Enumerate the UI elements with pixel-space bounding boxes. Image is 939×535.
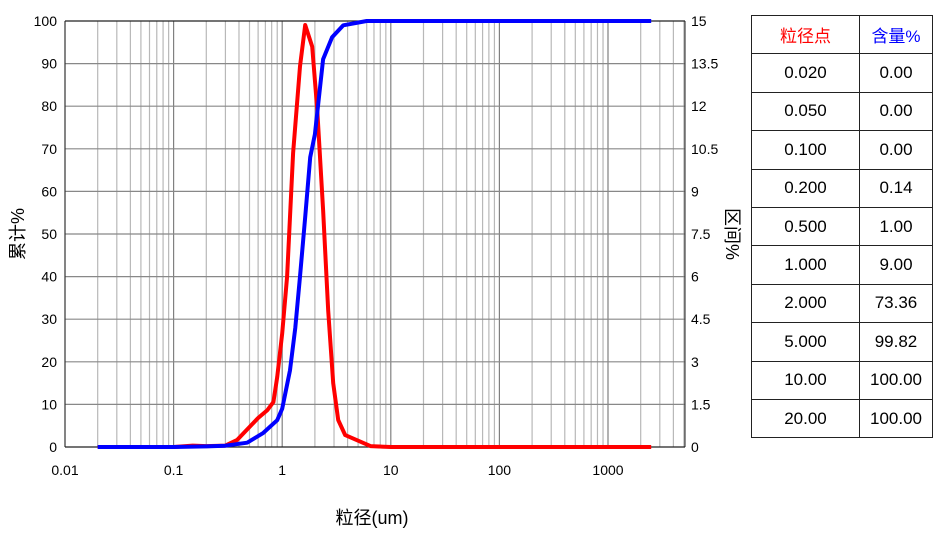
table-header: 粒径点 含量% — [751, 14, 933, 55]
size-cell: 20.00 — [751, 398, 860, 439]
y2-tick-label: 10.5 — [691, 141, 718, 157]
size-cell: 0.500 — [751, 206, 860, 247]
cumulative-series-line — [97, 19, 652, 449]
y-tick-label: 40 — [41, 269, 57, 285]
size-cell: 0.100 — [751, 130, 860, 170]
size-cell: 10.00 — [751, 360, 860, 400]
header-content: 含量% — [859, 14, 933, 55]
y-tick-label: 90 — [41, 56, 57, 72]
content-cell: 100.00 — [859, 398, 933, 439]
x-axis-label: 粒径(um) — [336, 508, 409, 528]
y-tick-label: 0 — [49, 439, 57, 455]
y-tick-label: 10 — [41, 396, 57, 412]
x-tick-label: 0.01 — [51, 462, 78, 478]
content-cell: 9.00 — [859, 245, 933, 285]
content-cell: 0.00 — [859, 130, 933, 170]
table-row: 0.050 0.00 — [751, 91, 933, 132]
y-tick-label: 100 — [34, 13, 58, 29]
content-cell: 99.82 — [859, 322, 933, 362]
y2-tick-label: 6 — [691, 269, 699, 285]
y-tick-label: 30 — [41, 311, 57, 327]
table-row: 0.020 0.00 — [751, 53, 933, 93]
y2-axis-label: 区间% — [722, 208, 742, 260]
y2-tick-label: 13.5 — [691, 56, 718, 72]
particle-size-chart: 010203040506070809010001.534.567.5910.51… — [8, 13, 742, 528]
y-tick-label: 80 — [41, 98, 57, 114]
y2-tick-label: 7.5 — [691, 226, 711, 242]
content-cell: 0.14 — [859, 168, 933, 208]
y-tick-label: 70 — [41, 141, 57, 157]
header-size: 粒径点 — [751, 14, 860, 55]
size-cell: 5.000 — [751, 322, 860, 362]
y-tick-label: 50 — [41, 226, 57, 242]
size-cell: 0.200 — [751, 168, 860, 208]
y2-tick-label: 9 — [691, 183, 699, 199]
table-row: 2.000 73.36 — [751, 283, 933, 324]
y2-tick-label: 15 — [691, 13, 707, 29]
content-cell: 0.00 — [859, 91, 933, 132]
y-axis-label: 累计% — [8, 208, 28, 260]
y-tick-label: 60 — [41, 183, 57, 199]
x-tick-label: 100 — [488, 462, 512, 478]
content-cell: 0.00 — [859, 53, 933, 93]
size-distribution-table: 粒径点 含量% 0.020 0.00 0.050 0.00 0.100 0.00 0.200… — [751, 14, 933, 439]
y2-tick-label: 4.5 — [691, 311, 711, 327]
size-cell: 2.000 — [751, 283, 860, 324]
table-row: 0.200 0.14 — [751, 168, 933, 208]
x-tick-label: 10 — [383, 462, 399, 478]
table-row: 1.000 9.00 — [751, 245, 933, 285]
y-tick-label: 20 — [41, 354, 57, 370]
table-row: 0.100 0.00 — [751, 130, 933, 170]
size-cell: 1.000 — [751, 245, 860, 285]
x-tick-label: 0.1 — [164, 462, 184, 478]
content-cell: 73.36 — [859, 283, 933, 324]
size-cell: 0.050 — [751, 91, 860, 132]
x-tick-label: 1000 — [592, 462, 623, 478]
table-row: 20.00 100.00 — [751, 398, 933, 439]
table-row: 0.500 1.00 — [751, 206, 933, 247]
y2-tick-label: 1.5 — [691, 396, 711, 412]
table-row: 10.00 100.00 — [751, 360, 933, 400]
y2-tick-label: 12 — [691, 98, 707, 114]
content-cell: 100.00 — [859, 360, 933, 400]
x-tick-label: 1 — [278, 462, 286, 478]
table-row: 5.000 99.82 — [751, 322, 933, 362]
content-cell: 1.00 — [859, 206, 933, 247]
size-cell: 0.020 — [751, 53, 860, 93]
y2-tick-label: 0 — [691, 439, 699, 455]
y2-tick-label: 3 — [691, 354, 699, 370]
